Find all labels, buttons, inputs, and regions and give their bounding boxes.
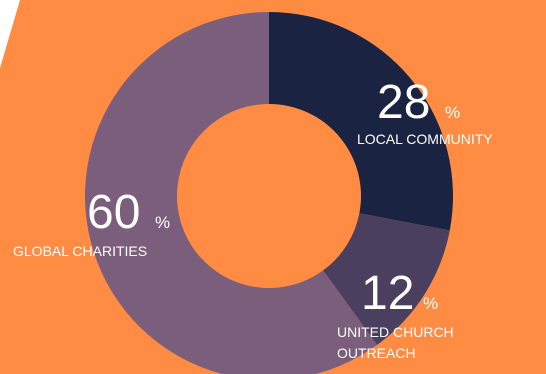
slice-label-local-community: 28 % LOCAL COMMUNITY: [357, 76, 493, 147]
slice-label-united-church-outreach: 12 % UNITED CHURCH OUTREACH: [337, 267, 454, 361]
label-local-community: LOCAL COMMUNITY: [357, 131, 493, 147]
slice-global-charities: [85, 12, 378, 374]
value-global-charities: 60: [87, 186, 140, 239]
unit-local-community: %: [445, 103, 460, 122]
unit-global-charities: %: [155, 213, 170, 232]
donut-slices: [85, 12, 453, 374]
slice-united-church-outreach: [323, 213, 450, 345]
label-global-charities: GLOBAL CHARITIES: [13, 243, 147, 259]
value-united-church-outreach: 12: [361, 267, 414, 320]
label-united-church-outreach-line2: OUTREACH: [337, 345, 416, 361]
value-local-community: 28: [377, 76, 430, 129]
corner-decoration: [0, 0, 20, 68]
label-united-church-outreach-line1: UNITED CHURCH: [337, 324, 454, 340]
slice-local-community: [269, 12, 453, 231]
slice-label-global-charities: 60 % GLOBAL CHARITIES: [13, 186, 170, 259]
unit-united-church-outreach: %: [423, 294, 438, 313]
